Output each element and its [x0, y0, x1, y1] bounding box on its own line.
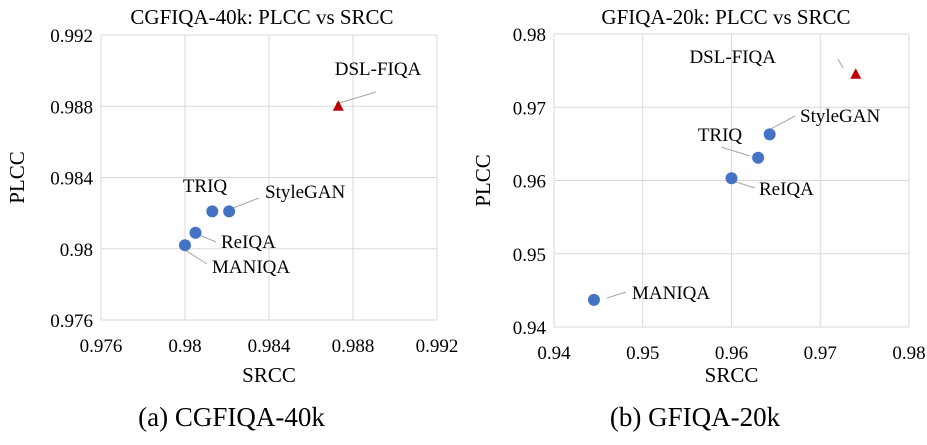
chart-caption: (b) GFIQA-20k — [609, 402, 781, 432]
data-point — [223, 205, 236, 218]
x-tick-label: 0.95 — [626, 343, 659, 364]
chart-cgfiqa: 0.976 0.98 0.984 0.988 0.992 0.976 0.98 0.984 0.… — [5, 5, 459, 387]
leader-line — [837, 58, 844, 69]
data-label: StyleGAN — [265, 182, 346, 203]
data-point-triangle — [332, 100, 344, 111]
data-label: TRIQ — [183, 176, 228, 197]
data-point — [752, 151, 765, 164]
leader-line — [232, 197, 260, 209]
y-tick-label: 0.992 — [50, 26, 93, 47]
y-tick-label: 0.98 — [513, 25, 546, 46]
leader-line — [732, 180, 756, 189]
leader-line — [768, 115, 796, 131]
chart-gfiqa: 0.94 0.95 0.96 0.97 0.98 0.94 0.95 0.96 0.97 0.98… — [471, 5, 926, 387]
x-tick-label: 0.94 — [537, 343, 571, 364]
x-tick-label: 0.97 — [804, 343, 837, 364]
y-axis-label: PLCC — [5, 151, 29, 204]
x-tick-label: 0.984 — [248, 336, 291, 357]
data-point — [206, 205, 219, 218]
y-tick-label: 0.98 — [60, 240, 93, 261]
data-point — [189, 226, 202, 239]
chart-panel-gfiqa: 0.94 0.95 0.96 0.97 0.98 0.94 0.95 0.96 0.97 0.98… — [463, 0, 927, 445]
y-tick-label: 0.984 — [50, 169, 93, 190]
leader-line — [184, 249, 208, 265]
y-tick-label: 0.988 — [50, 97, 93, 118]
y-tick-label: 0.95 — [513, 245, 546, 266]
y-tick-label: 0.97 — [513, 98, 546, 119]
leader-line — [335, 91, 377, 105]
y-axis-label: PLCC — [471, 154, 495, 207]
x-tick-label: 0.98 — [892, 343, 925, 364]
x-tick-label: 0.988 — [332, 336, 375, 357]
x-tick-label: 0.976 — [80, 336, 123, 357]
data-label: DSL-FIQA — [689, 47, 776, 68]
x-tick-label: 0.98 — [168, 336, 201, 357]
data-point — [763, 128, 776, 141]
data-point — [725, 172, 738, 185]
data-label: StyleGAN — [800, 106, 881, 127]
chart-title: CGFIQA-40k: PLCC vs SRCC — [130, 5, 393, 29]
data-point — [587, 293, 600, 306]
data-label: MANIQA — [632, 283, 710, 304]
data-point — [179, 239, 191, 252]
data-label: ReIQA — [759, 179, 814, 200]
y-tick-label: 0.976 — [50, 311, 93, 332]
x-axis-label: SRCC — [705, 363, 759, 387]
y-tick-label: 0.96 — [513, 172, 546, 193]
leader-line — [720, 146, 751, 157]
leader-line — [606, 291, 627, 299]
x-tick-label: 0.992 — [416, 336, 459, 357]
x-axis-label: SRCC — [242, 363, 296, 387]
data-point-triangle — [850, 68, 862, 79]
data-label: DSL-FIQA — [335, 59, 422, 80]
data-label: ReIQA — [221, 232, 276, 253]
chart-caption: (a) CGFIQA-40k — [138, 402, 325, 432]
chart-title: GFIQA-20k: PLCC vs SRCC — [601, 5, 850, 29]
x-tick-label: 0.96 — [715, 343, 748, 364]
y-tick-label: 0.94 — [513, 318, 547, 339]
data-label: MANIQA — [212, 257, 290, 278]
chart-panel-cgfiqa: 0.976 0.98 0.984 0.988 0.992 0.976 0.98 0.984 0.… — [0, 0, 463, 445]
data-label: TRIQ — [698, 125, 743, 146]
